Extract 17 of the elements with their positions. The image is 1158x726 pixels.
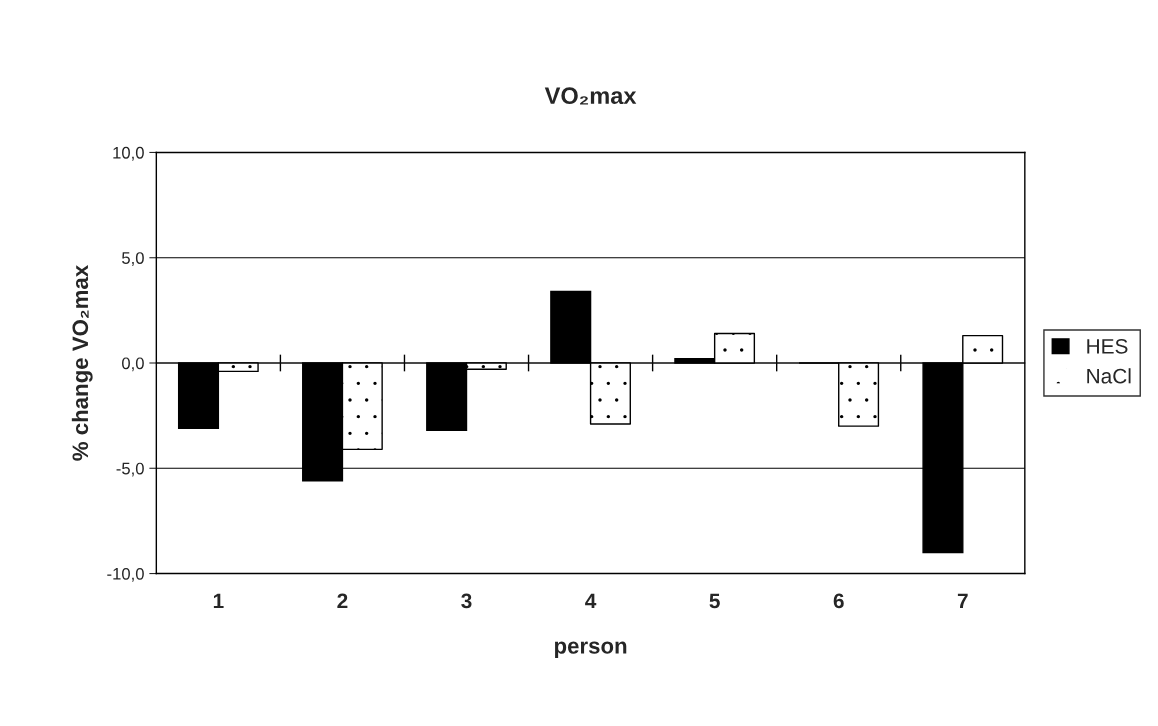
y-tick-label: 10,0 bbox=[113, 146, 144, 161]
x-tick-label: 5 bbox=[709, 593, 720, 609]
y-tick-label: -5,0 bbox=[116, 462, 144, 477]
y-tick-label: 0,0 bbox=[122, 357, 144, 372]
x-tick-label: 3 bbox=[461, 593, 472, 609]
x-tick-label: 7 bbox=[957, 593, 968, 609]
x-tick-label: 1 bbox=[213, 593, 224, 609]
x-tick-label: 2 bbox=[337, 593, 348, 609]
y-axis-title: % change VO₂max bbox=[71, 264, 93, 461]
y-tick-label: -10,0 bbox=[107, 567, 144, 582]
x-axis-title: person bbox=[555, 641, 627, 659]
x-tick-label: 4 bbox=[585, 593, 597, 609]
legend-label: HES bbox=[1087, 338, 1128, 354]
legend-label: NaCl bbox=[1087, 368, 1131, 384]
chart-title: VO₂max bbox=[544, 87, 637, 105]
x-tick-label: 6 bbox=[833, 593, 844, 609]
y-tick-label: 5,0 bbox=[122, 252, 144, 266]
